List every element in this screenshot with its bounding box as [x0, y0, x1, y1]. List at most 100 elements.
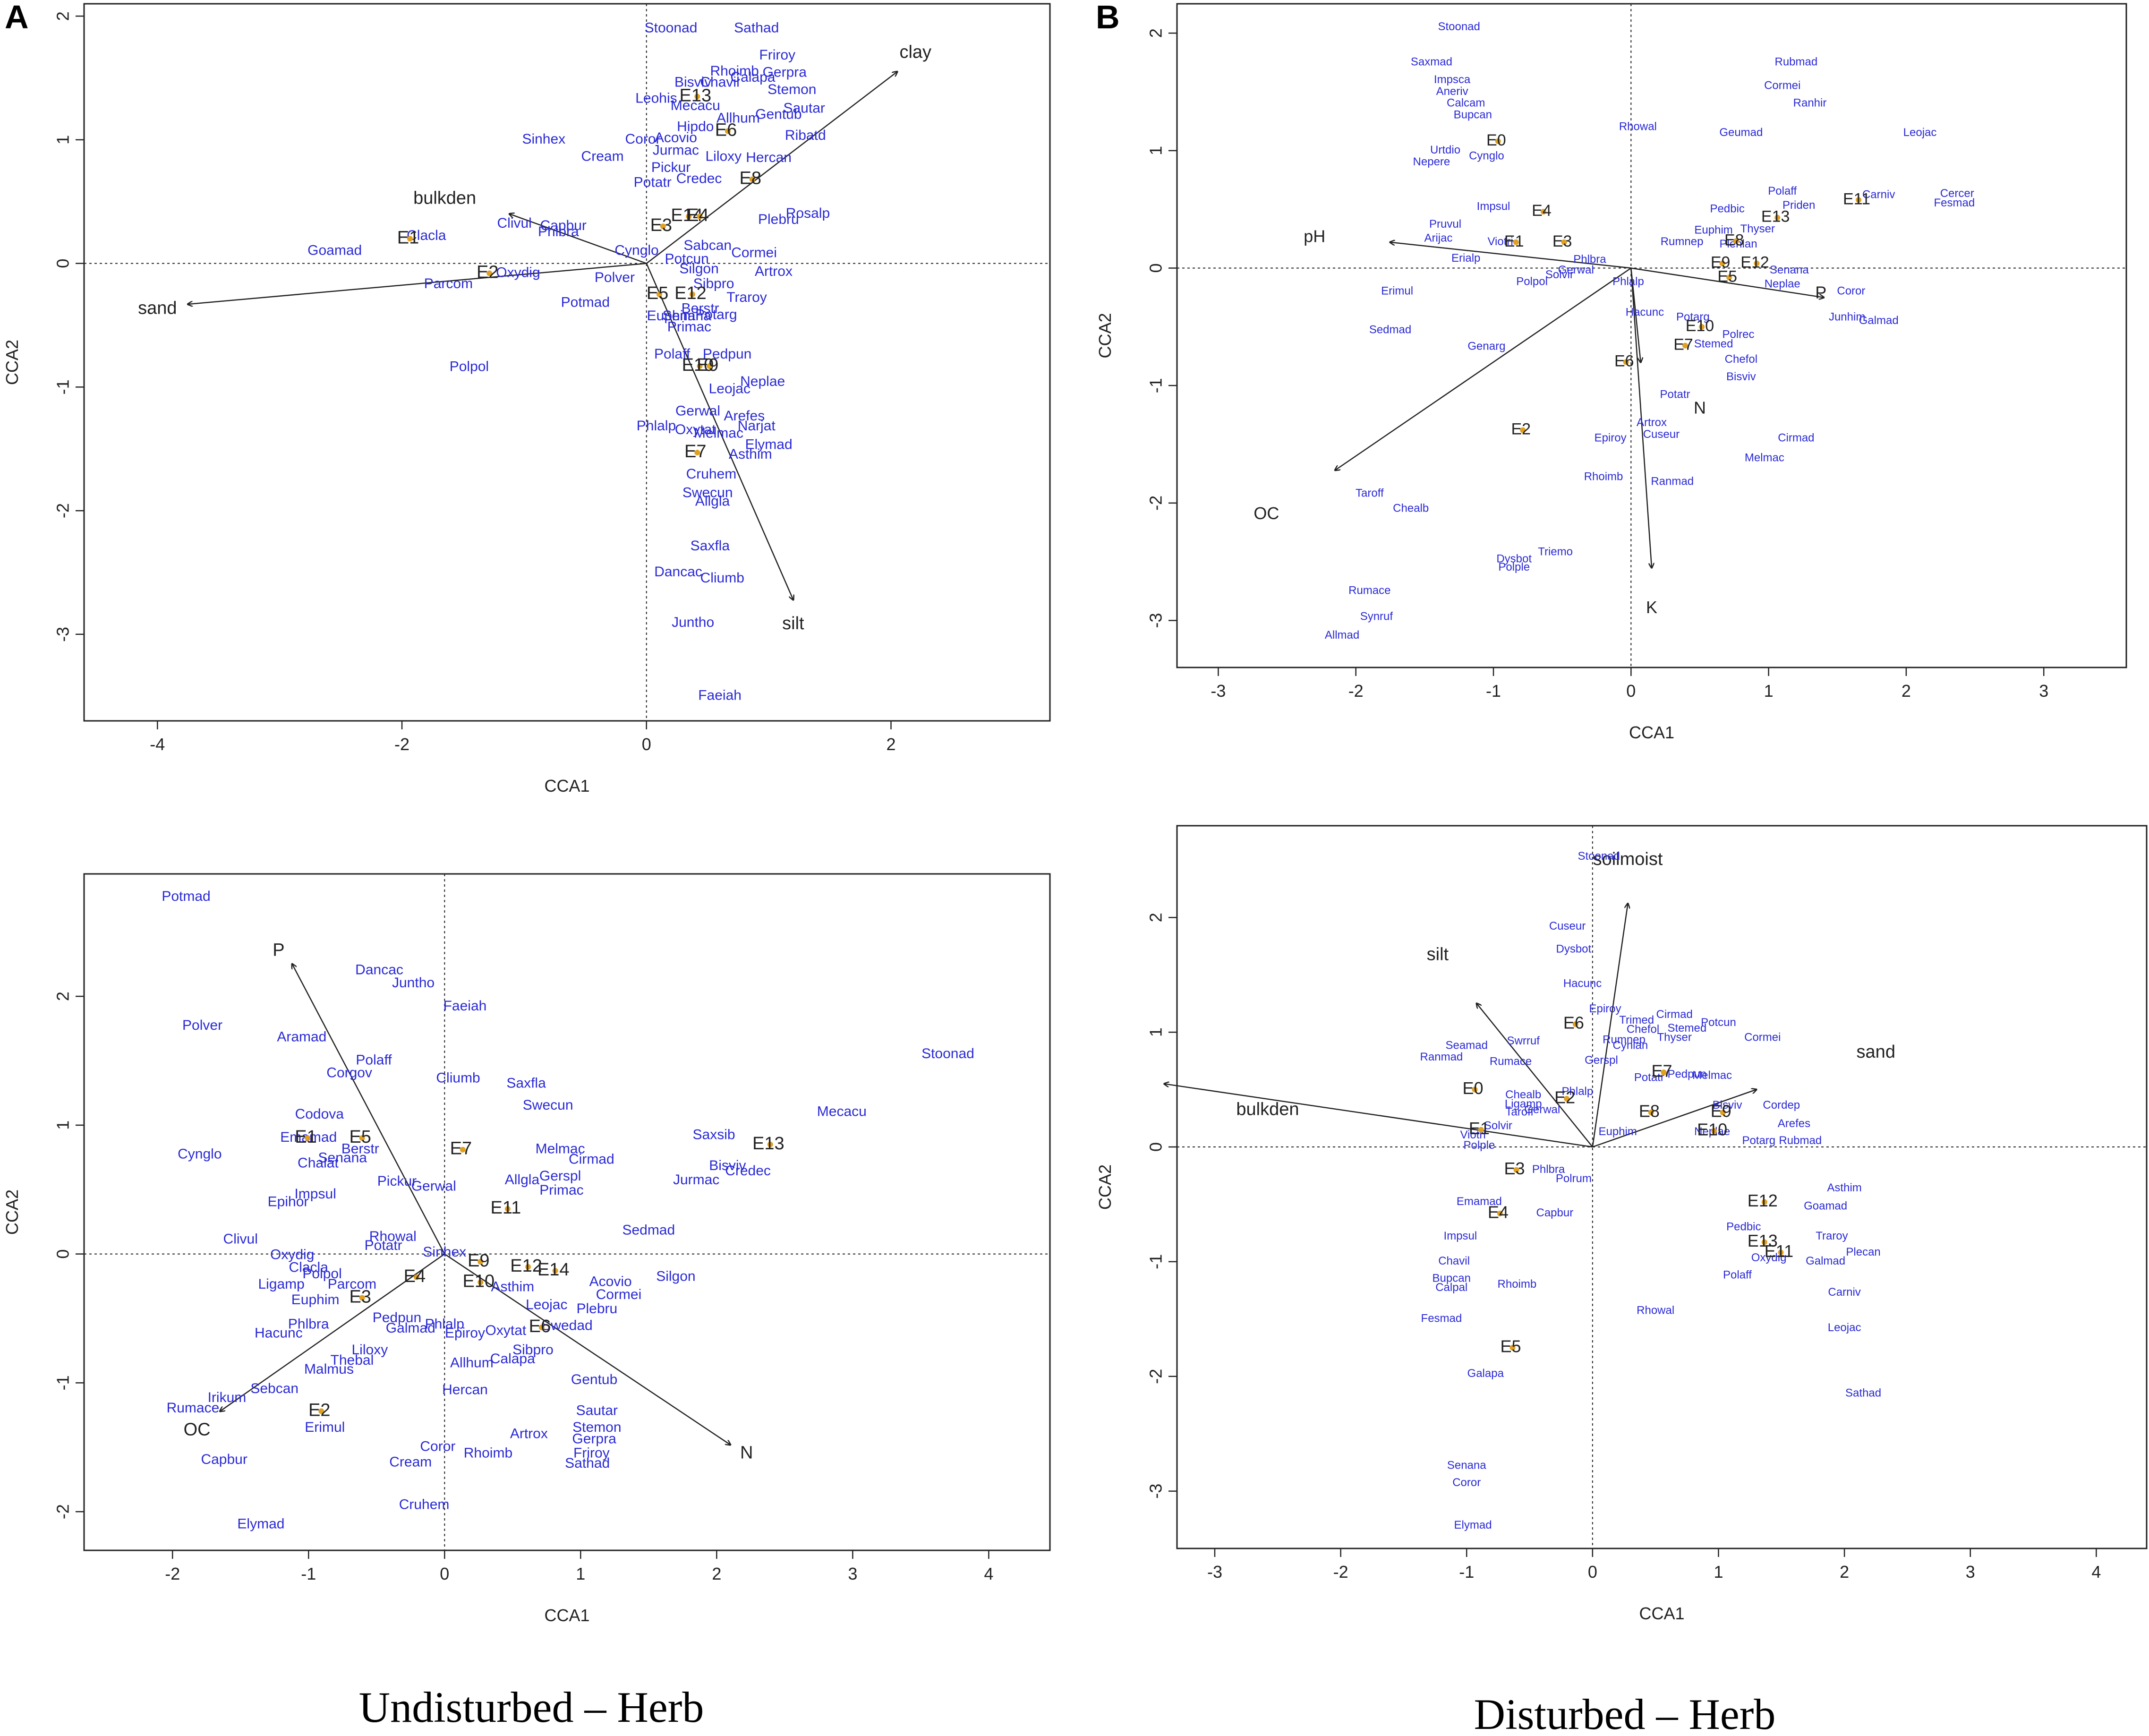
- species-label: Parcom: [328, 1276, 376, 1292]
- species-label: Stoonad: [1438, 20, 1480, 33]
- site-marker: [1856, 197, 1862, 203]
- site-label: E1: [397, 228, 419, 248]
- species-label: Solvir: [1484, 1120, 1512, 1132]
- species-label: Epiroy: [445, 1326, 485, 1341]
- site-marker: [1726, 274, 1732, 281]
- species-label: Stemed: [1667, 1022, 1706, 1035]
- species-label: Cynglo: [614, 242, 658, 258]
- site-label: E11: [1765, 1241, 1793, 1261]
- site-marker: [413, 1274, 419, 1280]
- species-label: Clivul: [497, 215, 532, 231]
- species-label: Ranhir: [1793, 97, 1827, 110]
- species-label: Neplae: [740, 374, 785, 389]
- species-label: Phlbra: [538, 224, 579, 239]
- species-label: Credec: [676, 171, 722, 187]
- species-label: Gerwal: [1558, 264, 1594, 276]
- species-label: Sedmad: [622, 1222, 675, 1238]
- site-marker: [1540, 209, 1546, 215]
- site-label: E1: [295, 1127, 316, 1147]
- species-label: Oxydig: [496, 265, 540, 280]
- species-label: Allgla: [695, 494, 730, 509]
- species-label: Traroy: [726, 290, 767, 305]
- x-tick-label: -2: [1333, 1562, 1348, 1582]
- species-label: Neplae: [1765, 278, 1800, 291]
- env-label-P: P: [1815, 283, 1826, 302]
- species-label: Artrox: [1637, 416, 1667, 429]
- species-label: Phlbra: [1532, 1163, 1565, 1176]
- species-label: Rubmad: [1775, 56, 1818, 68]
- species-label: Friroy: [759, 47, 795, 63]
- site-marker: [1572, 1021, 1578, 1027]
- site-label: E13: [1748, 1231, 1778, 1250]
- site-marker: [1733, 238, 1739, 244]
- site-marker: [552, 1268, 558, 1274]
- y-tick-label: -3: [1146, 1484, 1166, 1499]
- site-label: E5: [349, 1127, 371, 1147]
- species-label: Triemo: [1538, 546, 1573, 558]
- species-label: Chealb: [1505, 1088, 1541, 1101]
- site-label: E4: [404, 1266, 426, 1286]
- site-label: E14: [537, 1260, 570, 1280]
- species-label: Bisviv: [709, 1158, 746, 1173]
- species-label: Swecun: [523, 1097, 573, 1113]
- env-vector-P: [292, 964, 445, 1255]
- species-label: Polver: [595, 270, 635, 285]
- species-label: Emamad: [1457, 1195, 1502, 1208]
- species-label: Capbur: [540, 218, 587, 233]
- site-marker: [1761, 1239, 1767, 1245]
- y-tick-label: -2: [1146, 496, 1166, 511]
- site-label: E6: [1563, 1013, 1584, 1033]
- y-axis-label: CCA2: [2, 340, 22, 385]
- x-tick-label: -1: [1486, 681, 1501, 701]
- site-marker: [1478, 1127, 1484, 1133]
- species-label: Phlbra: [1573, 253, 1606, 265]
- species-label: Elymad: [1454, 1519, 1492, 1531]
- species-label: Chalat: [298, 1155, 339, 1171]
- species-label: Leojac: [709, 381, 750, 397]
- species-label: Impsca: [1434, 73, 1471, 86]
- site-label: E2: [308, 1400, 330, 1420]
- species-label: Taroff: [1356, 487, 1384, 499]
- x-tick-label: 4: [2091, 1562, 2101, 1582]
- site-label: E7: [1673, 336, 1693, 354]
- species-label: Chavil: [700, 74, 739, 90]
- site-marker: [525, 1264, 531, 1270]
- species-label: Sedmad: [1369, 324, 1411, 336]
- site-marker: [1623, 359, 1629, 365]
- site-marker: [1497, 1210, 1503, 1216]
- species-label: Leojac: [1828, 1321, 1861, 1334]
- env-vector-K: [1630, 268, 1652, 568]
- site-marker: [1648, 1110, 1654, 1116]
- site-label: E0: [1463, 1078, 1484, 1098]
- plot-frame: [1176, 3, 2127, 668]
- site-marker: [686, 214, 692, 220]
- species-label: Ligamp: [258, 1276, 304, 1292]
- site-marker: [1513, 239, 1519, 245]
- species-label: Rhoimb: [710, 63, 759, 79]
- site-marker: [707, 363, 713, 369]
- species-label: Sabcan: [683, 238, 732, 253]
- y-axis-label: CCA2: [1095, 313, 1115, 358]
- species-label: Corgov: [326, 1065, 372, 1081]
- site-marker: [1711, 1128, 1717, 1134]
- site-marker: [1472, 1086, 1478, 1093]
- panel-disturbed-top: -3 -2 -1 0 1 2 3 -3 -2 -1 0 1 2 CCA1 CCA2 pH OC K N P Impsca…: [1095, 3, 2127, 742]
- y-tick-label: 0: [1146, 263, 1166, 273]
- y-tick-label: 0: [53, 259, 73, 268]
- y-tick-label: 1: [1146, 1027, 1166, 1037]
- site-marker: [725, 128, 731, 134]
- y-tick-label: 2: [53, 992, 73, 1001]
- species-label: Sautar: [783, 100, 825, 116]
- species-label: Friroy: [573, 1445, 610, 1461]
- species-label: Genarg: [1467, 340, 1505, 352]
- species-label: Juntho: [672, 615, 714, 630]
- species-label: Rosalp: [786, 205, 830, 221]
- species-label: Melmac: [1745, 452, 1784, 464]
- species-label: Berstr: [341, 1141, 379, 1157]
- species-label: Asthim: [729, 446, 772, 462]
- site-marker: [697, 363, 703, 369]
- species-label: Primac: [539, 1182, 583, 1198]
- species-label: Plebru: [758, 212, 799, 227]
- site-label: E4: [1488, 1202, 1509, 1222]
- panel-letter-a: A: [5, 0, 29, 35]
